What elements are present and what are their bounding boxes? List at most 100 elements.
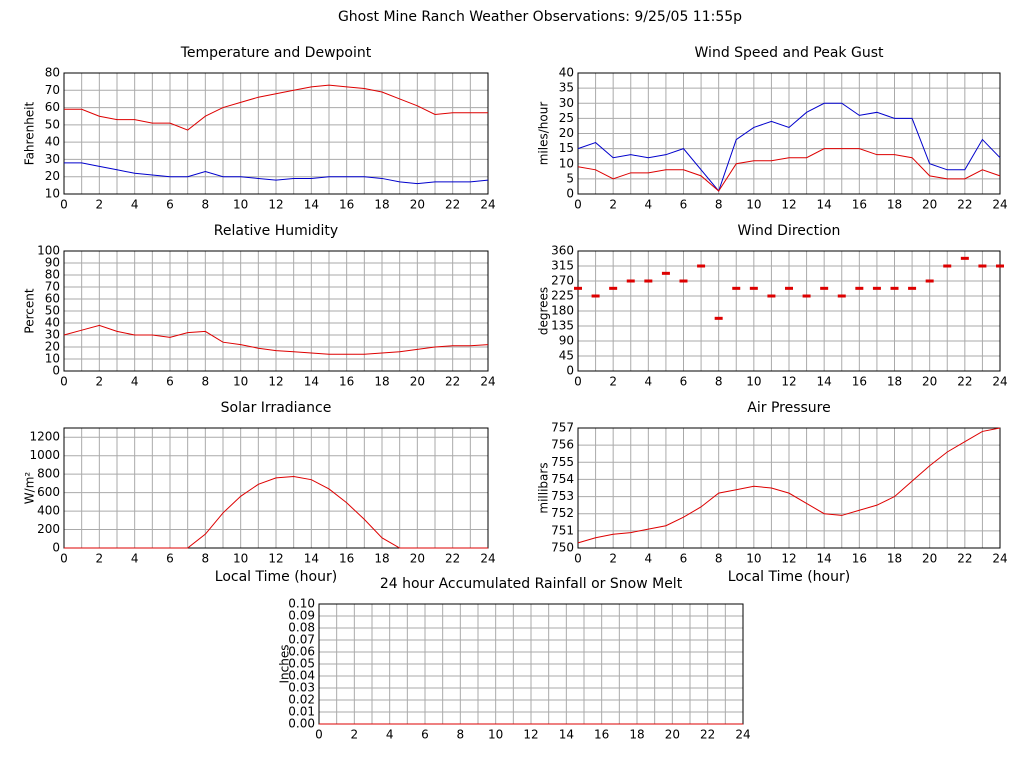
plot-frame bbox=[63, 250, 489, 372]
point bbox=[697, 264, 706, 268]
y-tick-label: 0.06 bbox=[288, 645, 315, 659]
x-tick-label: 16 bbox=[594, 728, 609, 742]
x-tick-label: 22 bbox=[957, 552, 972, 566]
x-tick-label: 16 bbox=[339, 375, 354, 389]
y-tick-label: 400 bbox=[37, 504, 60, 518]
y-tick-label: 40 bbox=[559, 66, 574, 80]
x-tick-label: 8 bbox=[715, 552, 723, 566]
y-tick-label: 50 bbox=[45, 304, 60, 318]
x-tick-label: 8 bbox=[202, 552, 210, 566]
x-tick-label: 6 bbox=[166, 198, 174, 212]
y-tick-label: 80 bbox=[45, 268, 60, 282]
x-tick-label: 24 bbox=[480, 552, 495, 566]
y-tick-label: 90 bbox=[559, 334, 574, 348]
y-tick-label: 35 bbox=[559, 81, 574, 95]
y-tick-label: 360 bbox=[551, 244, 574, 258]
x-tick-label: 12 bbox=[268, 375, 283, 389]
x-tick-label: 2 bbox=[351, 728, 359, 742]
x-tick-label: 2 bbox=[96, 552, 104, 566]
x-tick-label: 14 bbox=[559, 728, 574, 742]
y-tick-label: 60 bbox=[45, 292, 60, 306]
y-axis-label: millibars bbox=[537, 462, 551, 513]
y-tick-label: 0 bbox=[52, 364, 60, 378]
y-tick-label: 0.04 bbox=[288, 669, 315, 683]
point bbox=[749, 286, 758, 290]
y-tick-label: 40 bbox=[45, 135, 60, 149]
plot-frame bbox=[63, 72, 489, 195]
y-tick-label: 1000 bbox=[29, 448, 60, 462]
x-tick-label: 0 bbox=[60, 375, 68, 389]
y-tick-label: 315 bbox=[551, 259, 574, 273]
x-tick-label: 24 bbox=[735, 728, 750, 742]
y-axis-label: Inches bbox=[278, 645, 292, 684]
x-tick-label: 14 bbox=[304, 198, 319, 212]
x-tick-label: 14 bbox=[304, 552, 319, 566]
panel-title: 24 hour Accumulated Rainfall or Snow Mel… bbox=[380, 576, 683, 592]
y-tick-label: 756 bbox=[551, 438, 574, 452]
y-tick-label: 752 bbox=[551, 506, 574, 520]
x-tick-label: 4 bbox=[645, 198, 653, 212]
series-line bbox=[63, 324, 489, 355]
x-tick-label: 16 bbox=[852, 375, 867, 389]
y-tick-label: 270 bbox=[551, 274, 574, 288]
x-tick-label: 2 bbox=[609, 552, 617, 566]
y-tick-label: 100 bbox=[37, 244, 60, 258]
y-tick-label: 10 bbox=[559, 156, 574, 170]
y-tick-label: 180 bbox=[551, 304, 574, 318]
x-tick-label: 8 bbox=[202, 198, 210, 212]
y-tick-label: 600 bbox=[37, 485, 60, 499]
x-tick-label: 18 bbox=[887, 375, 902, 389]
point bbox=[626, 279, 635, 283]
x-axis-label: Local Time (hour) bbox=[728, 569, 850, 585]
x-tick-label: 10 bbox=[488, 728, 503, 742]
y-tick-label: 200 bbox=[37, 522, 60, 536]
x-tick-label: 22 bbox=[700, 728, 715, 742]
y-tick-label: 10 bbox=[45, 352, 60, 366]
x-tick-label: 6 bbox=[166, 552, 174, 566]
panel-title: Temperature and Dewpoint bbox=[180, 45, 372, 61]
point bbox=[996, 264, 1004, 268]
x-tick-label: 24 bbox=[992, 375, 1007, 389]
y-tick-label: 0.10 bbox=[288, 597, 315, 611]
x-tick-label: 6 bbox=[166, 375, 174, 389]
y-tick-label: 1200 bbox=[29, 430, 60, 444]
y-tick-label: 0.05 bbox=[288, 657, 315, 671]
x-tick-label: 4 bbox=[645, 552, 653, 566]
series-line bbox=[64, 475, 488, 549]
point bbox=[820, 286, 829, 290]
panel-title: Wind Direction bbox=[738, 223, 841, 239]
point bbox=[872, 286, 881, 290]
point bbox=[855, 286, 864, 290]
y-axis-label: W/m² bbox=[23, 472, 37, 505]
panel-title: Relative Humidity bbox=[214, 223, 338, 239]
x-tick-label: 16 bbox=[339, 552, 354, 566]
series-line bbox=[577, 427, 1001, 544]
x-tick-label: 2 bbox=[96, 375, 104, 389]
x-tick-label: 14 bbox=[817, 198, 832, 212]
y-tick-label: 750 bbox=[551, 541, 574, 555]
plot-frame bbox=[577, 72, 1001, 195]
y-tick-label: 30 bbox=[559, 96, 574, 110]
x-tick-label: 22 bbox=[957, 198, 972, 212]
x-tick-label: 10 bbox=[233, 375, 248, 389]
x-tick-label: 16 bbox=[852, 552, 867, 566]
x-tick-label: 8 bbox=[715, 198, 723, 212]
x-tick-label: 20 bbox=[410, 375, 425, 389]
x-tick-label: 4 bbox=[131, 198, 139, 212]
plot-frame bbox=[577, 427, 1001, 549]
x-tick-label: 18 bbox=[374, 375, 389, 389]
point bbox=[802, 294, 811, 298]
series-line bbox=[577, 102, 1001, 192]
y-tick-label: 20 bbox=[559, 126, 574, 140]
x-tick-label: 0 bbox=[574, 375, 582, 389]
x-tick-label: 22 bbox=[445, 375, 460, 389]
y-tick-label: 755 bbox=[551, 455, 574, 469]
series-line bbox=[64, 84, 488, 131]
x-tick-label: 0 bbox=[60, 552, 68, 566]
y-tick-label: 0 bbox=[566, 364, 574, 378]
y-tick-label: 0.09 bbox=[288, 609, 315, 623]
y-tick-label: 5 bbox=[566, 171, 574, 185]
